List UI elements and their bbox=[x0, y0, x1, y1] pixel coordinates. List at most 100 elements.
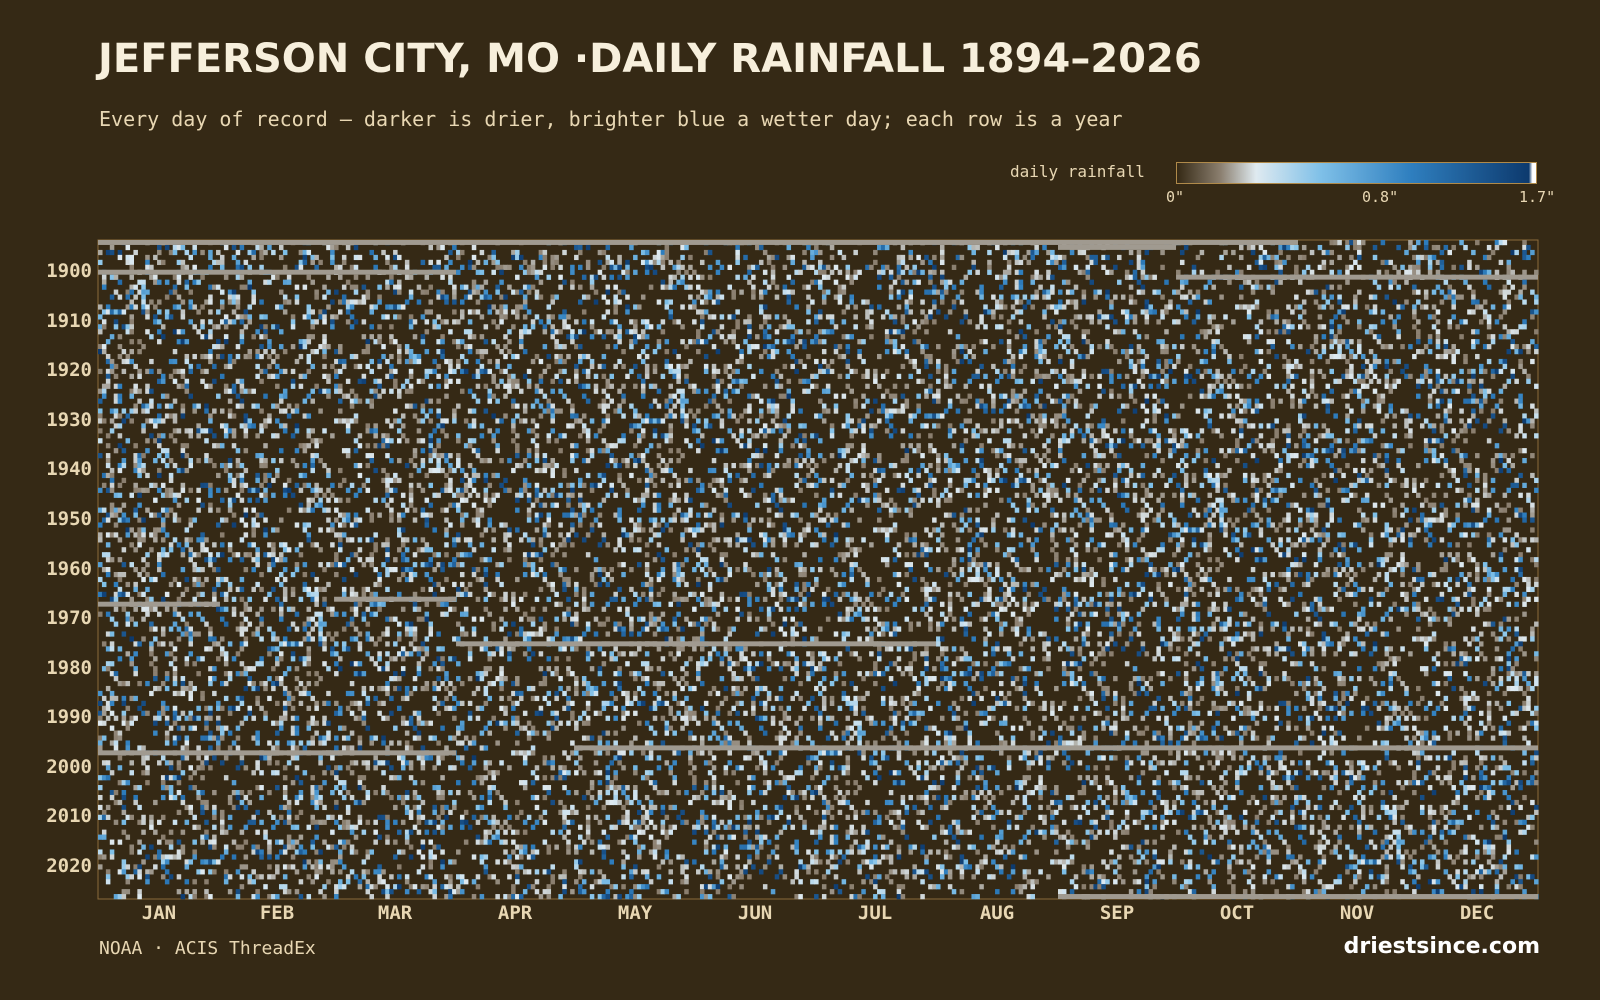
day-cell bbox=[574, 368, 579, 375]
day-cell bbox=[676, 353, 681, 360]
day-cell bbox=[1002, 453, 1008, 459]
day-cell bbox=[1416, 240, 1421, 246]
day-cell bbox=[806, 264, 811, 270]
day-cell bbox=[1250, 438, 1256, 444]
day-cell bbox=[428, 458, 434, 464]
day-cell bbox=[951, 353, 957, 360]
day-cell bbox=[1187, 299, 1193, 305]
day-cell bbox=[1467, 284, 1472, 290]
day-cell bbox=[1168, 448, 1173, 454]
day-cell bbox=[703, 249, 709, 256]
day-cell bbox=[928, 477, 933, 484]
day-cell bbox=[1298, 398, 1303, 404]
day-cell bbox=[223, 339, 229, 345]
day-cell bbox=[1278, 269, 1283, 275]
day-cell bbox=[1357, 324, 1362, 330]
day-cell bbox=[101, 472, 107, 479]
day-cell bbox=[1353, 353, 1358, 360]
day-cell bbox=[1246, 244, 1252, 251]
day-cell bbox=[338, 299, 343, 305]
day-cell bbox=[341, 477, 347, 484]
day-cell bbox=[1203, 329, 1209, 335]
day-cell bbox=[778, 383, 784, 389]
day-cell bbox=[1482, 472, 1488, 479]
day-cell bbox=[436, 339, 441, 345]
day-cell bbox=[1274, 279, 1279, 285]
day-cell bbox=[782, 284, 788, 290]
day-cell bbox=[404, 264, 410, 270]
day-cell bbox=[1337, 467, 1342, 474]
day-cell bbox=[1211, 284, 1216, 290]
day-cell bbox=[1290, 383, 1295, 389]
day-cell bbox=[534, 289, 540, 295]
day-cell bbox=[1191, 458, 1197, 464]
day-cell bbox=[1018, 299, 1024, 305]
day-cell bbox=[802, 264, 807, 270]
day-cell bbox=[188, 304, 194, 310]
day-cell bbox=[503, 264, 508, 270]
day-cell bbox=[578, 329, 583, 335]
day-cell bbox=[770, 264, 776, 270]
day-cell bbox=[664, 433, 670, 439]
day-cell bbox=[786, 244, 792, 251]
day-cell bbox=[109, 467, 115, 474]
day-cell bbox=[259, 264, 264, 270]
day-cell bbox=[861, 299, 866, 305]
day-cell bbox=[1231, 408, 1236, 414]
day-cell bbox=[1168, 358, 1173, 365]
day-cell bbox=[1494, 403, 1500, 409]
day-cell bbox=[381, 433, 386, 439]
day-cell bbox=[1443, 339, 1449, 345]
day-cell bbox=[428, 383, 434, 389]
day-cell bbox=[188, 274, 194, 280]
day-cell bbox=[998, 477, 1004, 484]
day-cell bbox=[145, 418, 150, 424]
day-cell bbox=[1195, 349, 1201, 355]
day-cell bbox=[550, 378, 555, 384]
day-cell bbox=[129, 314, 134, 320]
day-cell bbox=[157, 378, 162, 384]
day-cell bbox=[1270, 443, 1275, 449]
day-cell bbox=[440, 289, 445, 295]
day-cell bbox=[1038, 403, 1043, 409]
day-cell bbox=[436, 349, 441, 355]
day-cell bbox=[235, 274, 241, 280]
day-cell bbox=[991, 448, 996, 454]
day-cell bbox=[1054, 309, 1059, 315]
day-cell bbox=[605, 329, 611, 335]
day-cell bbox=[939, 244, 945, 251]
day-cell bbox=[507, 349, 512, 355]
day-cell bbox=[1534, 269, 1539, 275]
day-cell bbox=[861, 358, 866, 365]
day-cell bbox=[160, 393, 166, 399]
day-cell bbox=[798, 329, 803, 335]
day-cell bbox=[1431, 244, 1437, 251]
day-cell bbox=[1427, 339, 1433, 345]
day-cell bbox=[133, 383, 138, 389]
day-cell bbox=[357, 462, 363, 469]
day-cell bbox=[1360, 353, 1366, 360]
day-cell bbox=[440, 453, 445, 459]
day-cell bbox=[1388, 408, 1394, 414]
day-cell bbox=[1117, 453, 1122, 459]
day-cell bbox=[172, 358, 178, 365]
day-cell bbox=[814, 433, 819, 439]
day-cell bbox=[1140, 259, 1146, 266]
day-cell bbox=[995, 448, 1000, 454]
day-cell bbox=[755, 453, 760, 459]
day-cell bbox=[1089, 443, 1094, 449]
day-cell bbox=[1471, 329, 1476, 335]
day-cell bbox=[219, 373, 225, 379]
day-cell bbox=[786, 388, 792, 394]
day-cell bbox=[314, 349, 319, 355]
day-cell bbox=[239, 472, 245, 479]
day-cell bbox=[98, 428, 103, 434]
day-cell bbox=[1349, 373, 1354, 379]
day-cell bbox=[589, 453, 595, 459]
day-cell bbox=[810, 339, 815, 345]
day-cell bbox=[1416, 378, 1421, 384]
day-cell bbox=[157, 433, 162, 439]
day-cell bbox=[534, 467, 540, 474]
day-cell bbox=[1329, 443, 1334, 449]
day-cell bbox=[1238, 304, 1244, 310]
